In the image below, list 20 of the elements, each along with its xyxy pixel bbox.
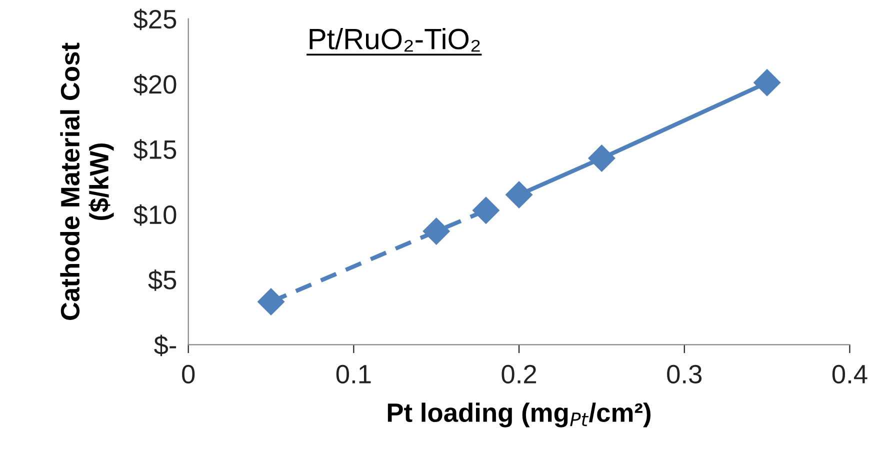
chart-title: Pt/RuO₂-TiO₂ — [310, 28, 480, 52]
x-tick-label: 0.2 — [502, 364, 536, 384]
point — [754, 69, 781, 96]
y-tick-label: $- — [154, 334, 176, 356]
y-tick-label: $10 — [133, 204, 176, 226]
y-tick-label: $15 — [133, 139, 176, 161]
point — [258, 288, 284, 316]
point — [588, 144, 616, 172]
x-tick-label: 0.3 — [667, 364, 702, 384]
y-tick-label: $20 — [133, 74, 176, 96]
y-tick-label: $5 — [148, 270, 176, 291]
point — [422, 218, 450, 245]
x-tick-label: 0 — [182, 364, 195, 384]
x-tick-label: 0.1 — [336, 364, 371, 384]
point — [506, 181, 532, 208]
x-tick-label: 0.4 — [832, 364, 868, 384]
y-axis-title: Cathode Material Cost ($/kW) — [60, 42, 114, 320]
point — [472, 196, 500, 224]
x-axis-title: Pt loading (mg$_{Pt}$/cm²) — [388, 402, 650, 428]
y-tick-label: $25 — [133, 8, 176, 30]
